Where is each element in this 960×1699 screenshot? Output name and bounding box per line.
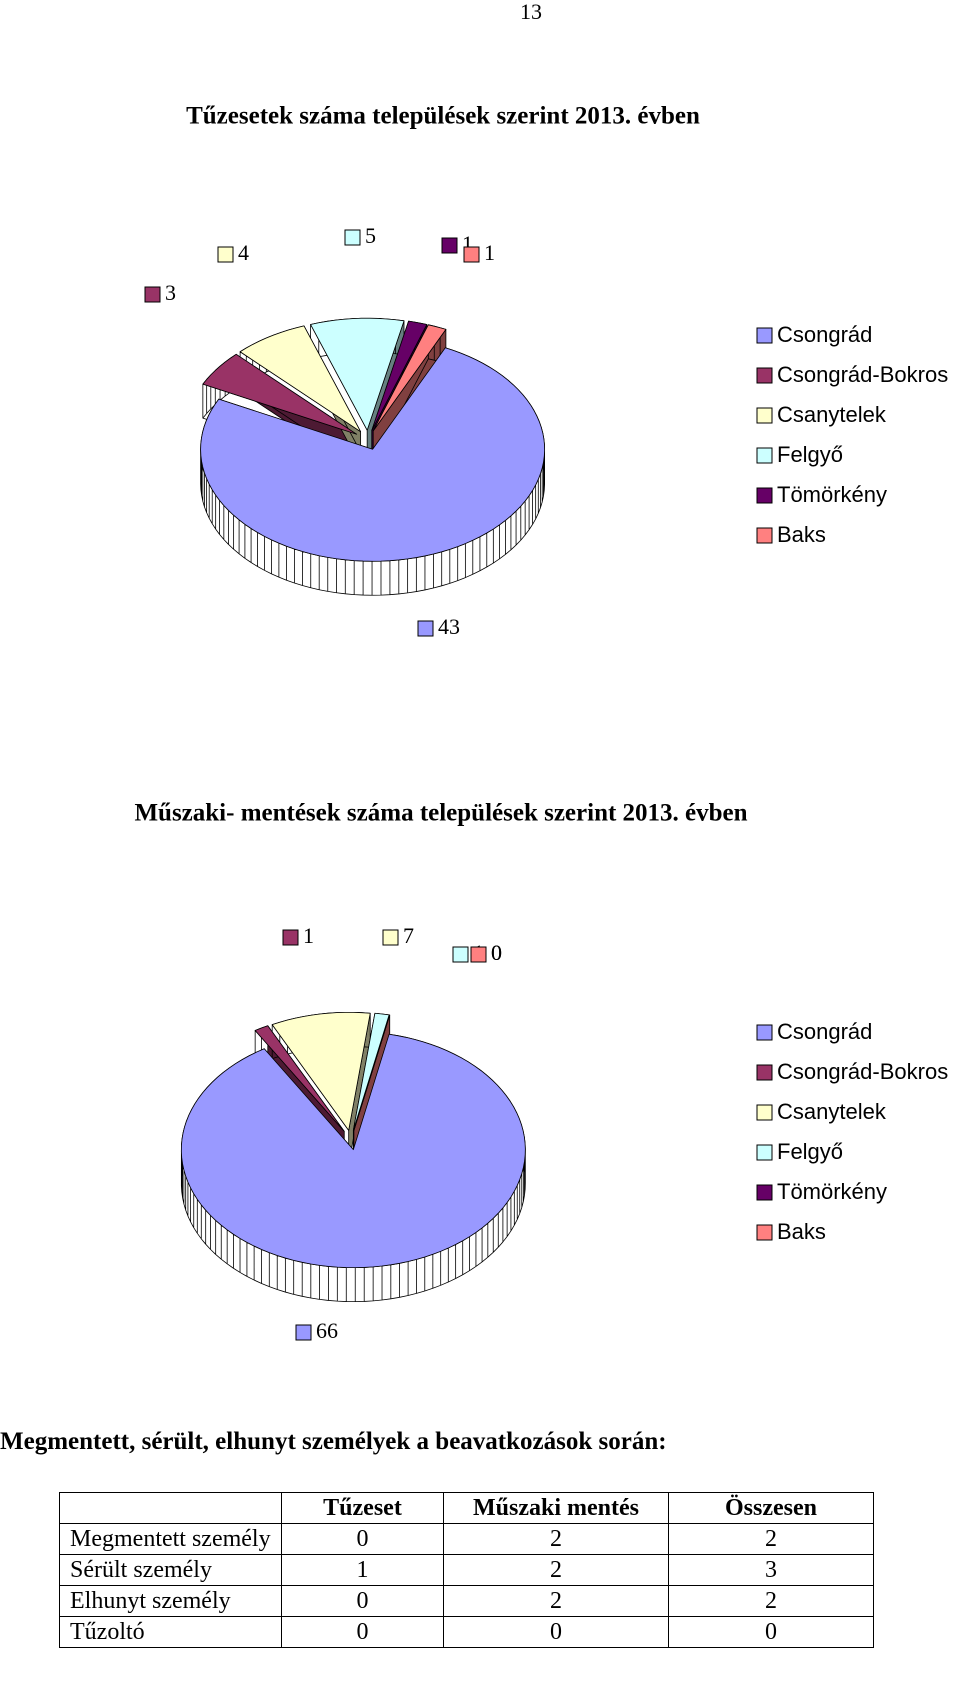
label-key bbox=[470, 946, 487, 963]
header-cell: Összesen bbox=[668, 1492, 874, 1524]
legend-label: Baks bbox=[777, 1219, 826, 1244]
pie-slice bbox=[353, 1014, 391, 1131]
legend-key bbox=[756, 527, 773, 544]
row-label: Megmentett személy bbox=[59, 1523, 282, 1555]
data-label: 7 bbox=[403, 923, 414, 948]
legend-key bbox=[756, 327, 773, 344]
data-label: 1 bbox=[462, 231, 473, 256]
legend-label: Csanytelek bbox=[777, 1099, 887, 1124]
pie-slice bbox=[239, 325, 362, 433]
number-cell: 0 bbox=[281, 1523, 444, 1555]
section-heading: Megmentett, sérült, elhunyt személyek a … bbox=[0, 1428, 667, 1455]
number-cell: 2 bbox=[668, 1523, 874, 1555]
number-cell: 0 bbox=[281, 1585, 444, 1617]
row-label: Elhunyt személy bbox=[59, 1585, 282, 1617]
data-label: 66 bbox=[316, 1318, 338, 1343]
table-row: Tűzoltó 0 0 0 bbox=[59, 1616, 874, 1648]
row-label: Tűzoltó bbox=[59, 1616, 282, 1648]
legend-label: Csongrád bbox=[777, 322, 872, 347]
pie-slice bbox=[310, 317, 405, 431]
corner-cell bbox=[59, 1492, 282, 1524]
legend-label: Tömörkény bbox=[777, 1179, 887, 1204]
number-cell: 2 bbox=[443, 1523, 669, 1555]
label-key bbox=[282, 929, 299, 946]
label-key bbox=[441, 237, 458, 254]
pie-slice bbox=[371, 320, 428, 431]
header-cell: Tűzeset bbox=[281, 1492, 444, 1524]
pie-slice bbox=[271, 1011, 371, 1131]
legend-label: Csongrád bbox=[777, 1019, 872, 1044]
pie-slice bbox=[254, 1025, 345, 1132]
legend-key bbox=[756, 1144, 773, 1161]
chart-title: Tűzesetek száma települések szerint 2013… bbox=[186, 103, 700, 130]
legend-label: Felgyő bbox=[777, 442, 843, 467]
number-cell: 0 bbox=[281, 1616, 444, 1648]
row-label: Sérült személy bbox=[59, 1554, 282, 1586]
data-label: 5 bbox=[365, 223, 376, 248]
page-number: 13 bbox=[520, 0, 542, 24]
pie-slice bbox=[352, 1012, 390, 1131]
pie-slice bbox=[202, 353, 358, 435]
pie-slice bbox=[372, 324, 447, 432]
pie-slice bbox=[180, 1033, 526, 1269]
legend-label: Baks bbox=[777, 522, 826, 547]
label-key bbox=[463, 246, 480, 263]
legend-key bbox=[756, 407, 773, 424]
legend-label: Tömörkény bbox=[777, 482, 887, 507]
label-key bbox=[452, 946, 469, 963]
legend-key bbox=[756, 487, 773, 504]
data-label: 3 bbox=[165, 280, 176, 305]
number-cell: 0 bbox=[668, 1616, 874, 1648]
charts: 13 Tűzesetek száma települések szerint 2… bbox=[134, 0, 948, 1343]
legend-key bbox=[756, 1104, 773, 1121]
legend-key bbox=[756, 1064, 773, 1081]
number-cell: 1 bbox=[281, 1554, 444, 1586]
number-cell: 2 bbox=[443, 1585, 669, 1617]
pie-slice bbox=[200, 347, 545, 562]
data-label: 0 bbox=[491, 940, 502, 965]
data-label: 4 bbox=[238, 240, 249, 265]
label-key bbox=[144, 286, 161, 303]
label-key bbox=[344, 229, 361, 246]
legend-label: Csongrád-Bokros bbox=[777, 1059, 948, 1084]
legend-label: Felgyő bbox=[777, 1139, 843, 1164]
label-key bbox=[217, 246, 234, 263]
number-cell: 0 bbox=[443, 1616, 669, 1648]
table-body: Megmentett személy 0 2 2 Sérült személy 1 2 3 El… bbox=[59, 1523, 874, 1648]
legend-label: Csongrád-Bokros bbox=[777, 362, 948, 387]
chart-title: Műszaki- mentések száma települések szer… bbox=[134, 800, 747, 827]
label-key bbox=[382, 929, 399, 946]
legend-key bbox=[756, 1024, 773, 1041]
number-cell: 3 bbox=[668, 1554, 874, 1586]
table-row: Sérült személy 1 2 3 bbox=[59, 1554, 874, 1586]
label-key bbox=[295, 1324, 312, 1341]
legend-label: Csanytelek bbox=[777, 402, 887, 427]
header-cell: Műszaki mentés bbox=[443, 1492, 669, 1524]
legend-key bbox=[756, 447, 773, 464]
table-row: Elhunyt személy 0 2 2 bbox=[59, 1585, 874, 1617]
data-label: 1 bbox=[484, 240, 495, 265]
table-row: Megmentett személy 0 2 2 bbox=[59, 1523, 874, 1555]
header-row: Tűzeset Műszaki mentés Összesen bbox=[59, 1492, 874, 1524]
legend-key bbox=[756, 367, 773, 384]
data-label: 0 bbox=[491, 940, 502, 965]
data-label: 1 bbox=[303, 923, 314, 948]
label-key bbox=[417, 620, 434, 637]
table: Tűzeset Műszaki mentés Összesen Megmente… bbox=[59, 1492, 874, 1648]
legend-key bbox=[756, 1224, 773, 1241]
number-cell: 2 bbox=[668, 1585, 874, 1617]
number-cell: 2 bbox=[443, 1554, 669, 1586]
data-label: 43 bbox=[438, 614, 460, 639]
legend-key bbox=[756, 1184, 773, 1201]
